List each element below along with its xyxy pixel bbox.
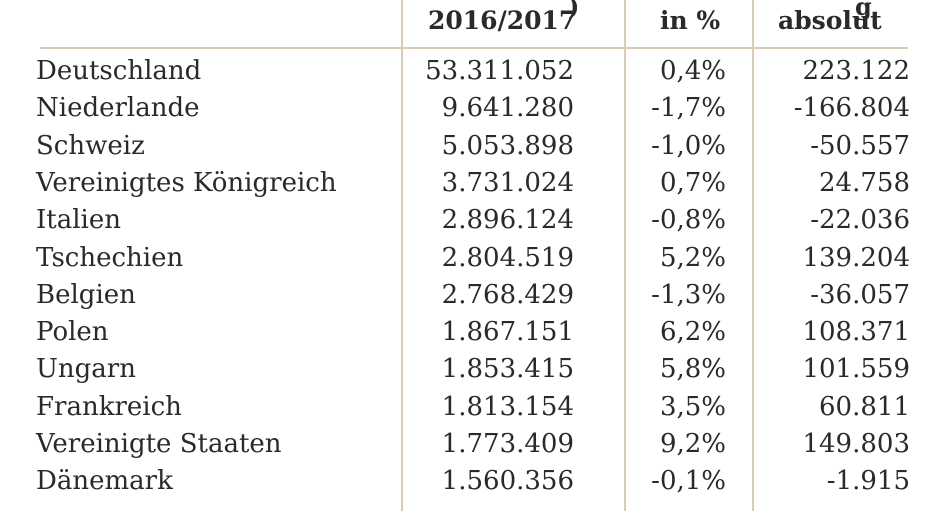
country-cell: Italien [36, 205, 121, 236]
visits-cell: 2.896.124 [441, 205, 574, 236]
pct-change-cell: 3,5% [659, 391, 726, 422]
column-divider-left [401, 0, 403, 511]
pct-change-cell: 5,8% [659, 354, 726, 385]
visits-cell: 3.731.024 [441, 167, 574, 198]
pct-change-cell: -0,1% [651, 466, 726, 497]
country-cell: Tschechien [36, 242, 184, 273]
header-rule [40, 47, 908, 49]
abs-change-cell: -22.036 [810, 205, 910, 236]
abs-change-cell: 60.811 [819, 391, 910, 422]
column-divider-middle [624, 0, 626, 511]
pct-change-cell: 6,2% [659, 317, 726, 348]
abs-change-cell: -1.915 [826, 466, 910, 497]
table-row: Italien 2.896.124 -0,8% -22.036 [0, 202, 950, 239]
country-cell: Vereinigte Staaten [36, 429, 282, 459]
visits-cell: 5.053.898 [441, 130, 574, 161]
country-cell: Niederlande [36, 93, 200, 124]
visits-cell: 9.641.280 [441, 93, 574, 124]
cut-off-header-fragment-visits: ) [568, 0, 580, 21]
table-row: Vereinigte Staaten 1.773.409 9,2% 149.803 [0, 426, 950, 463]
pct-change-cell: 9,2% [659, 429, 726, 459]
table-row: Belgien 2.768.429 -1,3% -36.057 [0, 277, 950, 314]
abs-change-cell: -166.804 [793, 93, 910, 124]
table-row: Dänemark 1.560.356 -0,1% -1.915 [0, 463, 950, 500]
table-row: Vereinigtes Königreich 3.731.024 0,7% 24.75… [0, 165, 950, 202]
abs-change-cell: -50.557 [810, 130, 910, 161]
header-abs: absolut [778, 6, 882, 35]
pct-change-cell: 0,4% [659, 56, 726, 86]
pct-change-cell: 0,7% [659, 167, 726, 198]
visits-cell: 1.813.154 [441, 391, 574, 422]
country-cell: Ungarn [36, 354, 136, 385]
abs-change-cell: 149.803 [802, 429, 910, 459]
visits-cell: 1.560.356 [441, 466, 574, 497]
visits-cell: 1.773.409 [441, 429, 574, 459]
table-row: Tschechien 2.804.519 5,2% 139.204 [0, 240, 950, 277]
abs-change-cell: 108.371 [802, 317, 910, 348]
table-row: Deutschland 53.311.052 0,4% 223.122 [0, 53, 950, 90]
pct-change-cell: -1,3% [651, 279, 726, 310]
abs-change-cell: 139.204 [802, 242, 910, 273]
abs-change-cell: 223.122 [802, 56, 910, 86]
pct-change-cell: -0,8% [651, 205, 726, 236]
country-cell: Vereinigtes Königreich [36, 167, 337, 198]
visits-cell: 2.804.519 [441, 242, 574, 273]
visits-cell: 1.853.415 [441, 354, 574, 385]
table-row: Ungarn 1.853.415 5,8% 101.559 [0, 351, 950, 388]
country-cell: Frankreich [36, 391, 182, 422]
country-cell: Dänemark [36, 466, 173, 497]
pct-change-cell: -1,7% [651, 93, 726, 124]
table-row: Schweiz 5.053.898 -1,0% -50.557 [0, 128, 950, 165]
pct-change-cell: 5,2% [659, 242, 726, 273]
country-cell: Belgien [36, 279, 136, 310]
country-cell: Deutschland [36, 56, 202, 86]
header-pct: in % [660, 6, 721, 35]
abs-change-cell: -36.057 [810, 279, 910, 310]
abs-change-cell: 24.758 [819, 167, 910, 198]
visits-cell: 53.311.052 [425, 56, 574, 86]
country-cell: Polen [36, 317, 109, 348]
country-cell: Schweiz [36, 130, 145, 161]
cut-off-header-fragment-abs: g [855, 0, 872, 21]
pct-change-cell: -1,0% [651, 130, 726, 161]
visits-cell: 2.768.429 [441, 279, 574, 310]
table-row: Frankreich 1.813.154 3,5% 60.811 [0, 389, 950, 426]
column-divider-right [752, 0, 754, 511]
visits-cell: 1.867.151 [441, 317, 574, 348]
table-row: Niederlande 9.641.280 -1,7% -166.804 [0, 90, 950, 127]
abs-change-cell: 101.559 [802, 354, 910, 385]
table-row: Polen 1.867.151 6,2% 108.371 [0, 314, 950, 351]
header-visits: 2016/2017 [428, 6, 577, 35]
